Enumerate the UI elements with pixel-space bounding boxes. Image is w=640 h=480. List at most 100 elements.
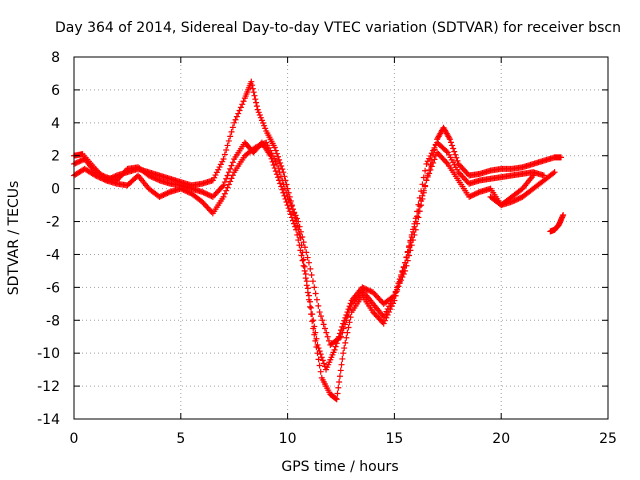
data-point — [283, 189, 290, 196]
data-point — [317, 313, 324, 320]
data-point — [412, 218, 419, 225]
x-tick-label: 20 — [492, 431, 510, 447]
data-point — [299, 257, 306, 264]
series-trace-2 — [71, 139, 547, 403]
data-point — [300, 239, 307, 246]
data-point — [431, 156, 438, 163]
data-point — [422, 167, 429, 174]
data-point — [287, 200, 294, 207]
data-point — [398, 272, 405, 279]
data-point — [391, 292, 398, 299]
data-point — [223, 175, 230, 182]
data-point — [415, 208, 422, 215]
data-point — [427, 166, 434, 173]
data-point — [95, 173, 102, 180]
data-point — [268, 150, 275, 157]
data-point — [550, 170, 557, 177]
data-point — [404, 249, 411, 256]
data-point — [235, 110, 242, 117]
data-point — [152, 175, 159, 182]
data-point — [161, 191, 168, 198]
data-point — [344, 329, 351, 336]
data-point — [163, 190, 170, 197]
data-point — [160, 192, 167, 199]
data-point — [275, 165, 282, 172]
data-point — [274, 153, 281, 160]
data-point — [336, 373, 343, 380]
data-point — [228, 162, 235, 169]
x-tick-label: 0 — [70, 431, 79, 447]
data-point — [224, 142, 231, 149]
data-point — [305, 296, 312, 303]
data-point — [366, 287, 373, 294]
data-point — [225, 181, 232, 188]
data-point — [468, 192, 475, 199]
data-point — [227, 178, 234, 185]
data-point — [211, 174, 218, 181]
data-point — [342, 339, 349, 346]
data-point — [295, 218, 302, 225]
data-point — [422, 182, 429, 189]
data-point — [228, 175, 235, 182]
data-point — [475, 189, 482, 196]
data-point — [239, 101, 246, 108]
data-point — [204, 191, 211, 198]
y-tick-label: -2 — [46, 215, 60, 231]
data-point — [411, 223, 418, 230]
data-point — [430, 159, 437, 166]
data-point — [220, 193, 227, 200]
data-point — [448, 139, 455, 146]
data-point — [213, 169, 220, 176]
data-point — [309, 278, 316, 285]
data-point — [249, 85, 256, 92]
data-point — [424, 173, 431, 180]
data-point — [551, 169, 558, 176]
data-point — [336, 378, 343, 385]
data-point — [221, 190, 228, 197]
data-point — [147, 173, 154, 180]
data-point — [384, 305, 391, 312]
data-point — [216, 164, 223, 171]
data-point — [321, 325, 328, 332]
data-point — [223, 187, 230, 194]
data-point — [157, 193, 164, 200]
data-point — [384, 311, 391, 318]
data-point — [312, 337, 319, 344]
data-point — [225, 169, 232, 176]
data-point — [309, 318, 316, 325]
data-point — [431, 144, 438, 151]
data-point — [299, 233, 306, 240]
data-point — [292, 212, 299, 219]
data-point — [466, 193, 473, 200]
data-point — [274, 174, 281, 181]
data-point — [386, 303, 393, 310]
data-point — [212, 172, 219, 179]
data-point — [443, 148, 450, 155]
data-point — [320, 321, 327, 328]
data-point — [257, 142, 264, 149]
data-point — [510, 198, 517, 205]
data-point — [205, 192, 212, 199]
data-point — [289, 217, 296, 224]
data-point — [324, 333, 331, 340]
data-point — [453, 154, 460, 161]
y-tick-label: 2 — [51, 149, 60, 165]
data-point — [471, 191, 478, 198]
data-point — [467, 193, 474, 200]
data-point — [303, 282, 310, 289]
data-point — [313, 296, 320, 303]
data-point — [149, 174, 156, 181]
data-point — [308, 272, 315, 279]
data-point — [313, 344, 320, 351]
data-point — [318, 354, 325, 361]
data-point — [402, 259, 409, 266]
data-point — [260, 120, 267, 127]
data-point — [410, 228, 417, 235]
data-point — [271, 155, 278, 162]
data-point — [72, 160, 79, 167]
data-point — [276, 156, 283, 163]
data-point — [298, 252, 305, 259]
data-point — [339, 355, 346, 362]
data-point — [530, 172, 537, 179]
